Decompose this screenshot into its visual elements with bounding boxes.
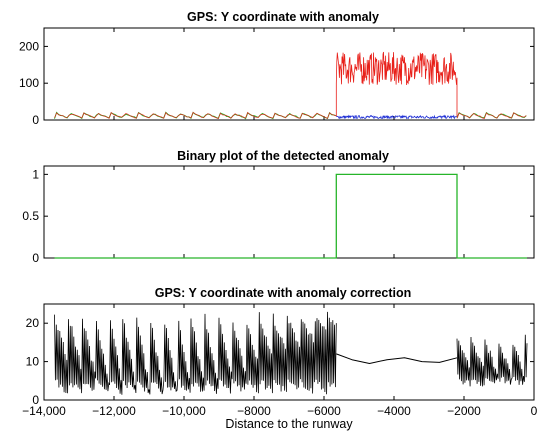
y-tick-label: 20 (26, 316, 40, 330)
panel-2-title: Binary plot of the detected anomaly (177, 149, 389, 163)
black-sawtooth-1 (54, 311, 337, 395)
y-tick-label: 200 (19, 39, 39, 53)
x-tick-label: −4000 (377, 404, 411, 418)
y-tick-label: 0.5 (22, 209, 39, 223)
y-tick-label: 10 (26, 355, 40, 369)
panel-2-ticks: 00.51 (22, 166, 535, 265)
corrected-smooth-segment (336, 353, 458, 364)
panel-3-title: GPS: Y coordinate with anomaly correctio… (155, 286, 412, 300)
x-tick-label: −8000 (237, 404, 271, 418)
x-tick-label: −14,000 (22, 404, 66, 418)
red-sawtooth-1 (54, 111, 337, 120)
panel-1-series (54, 51, 527, 120)
y-tick-label: 0 (32, 113, 39, 127)
x-tick-label: −12,000 (92, 404, 136, 418)
panel-3-ticks: 0 10 20 −14,000 −12,000 −10,000 −8000 −6000 −400… (22, 304, 538, 418)
y-tick-label: 0 (32, 393, 39, 407)
panel-1-ticks: 0 100 200 (19, 28, 535, 127)
panel-2-axes (43, 165, 535, 259)
panel-2-series (54, 173, 527, 259)
x-tick-label: −2000 (447, 404, 481, 418)
panel-1-title: GPS: Y coordinate with anomaly (187, 10, 379, 24)
x-tick-label: −10,000 (162, 404, 206, 418)
panel-gps-y-anomaly: GPS: Y coordinate with anomaly 0 100 200 (19, 10, 535, 127)
y-tick-label: 100 (19, 76, 39, 90)
red-anomaly-segment (335, 51, 458, 117)
y-tick-label: 0 (32, 251, 39, 265)
panel-gps-y-corrected: GPS: Y coordinate with anomaly correctio… (22, 286, 538, 431)
y-tick-label: 1 (32, 167, 39, 181)
black-sawtooth-2 (456, 334, 528, 387)
binary-anomaly-line (54, 173, 527, 259)
red-sawtooth-2 (456, 112, 527, 120)
blue-corrected-segment (335, 114, 457, 120)
panel-3-series (54, 311, 528, 395)
x-tick-label: −6000 (307, 404, 341, 418)
panel-binary-anomaly: Binary plot of the detected anomaly 00.5… (22, 149, 535, 265)
panel-1-axes (43, 27, 535, 121)
x-axis-label: Distance to the runway (225, 417, 353, 431)
x-tick-label: 0 (531, 404, 538, 418)
